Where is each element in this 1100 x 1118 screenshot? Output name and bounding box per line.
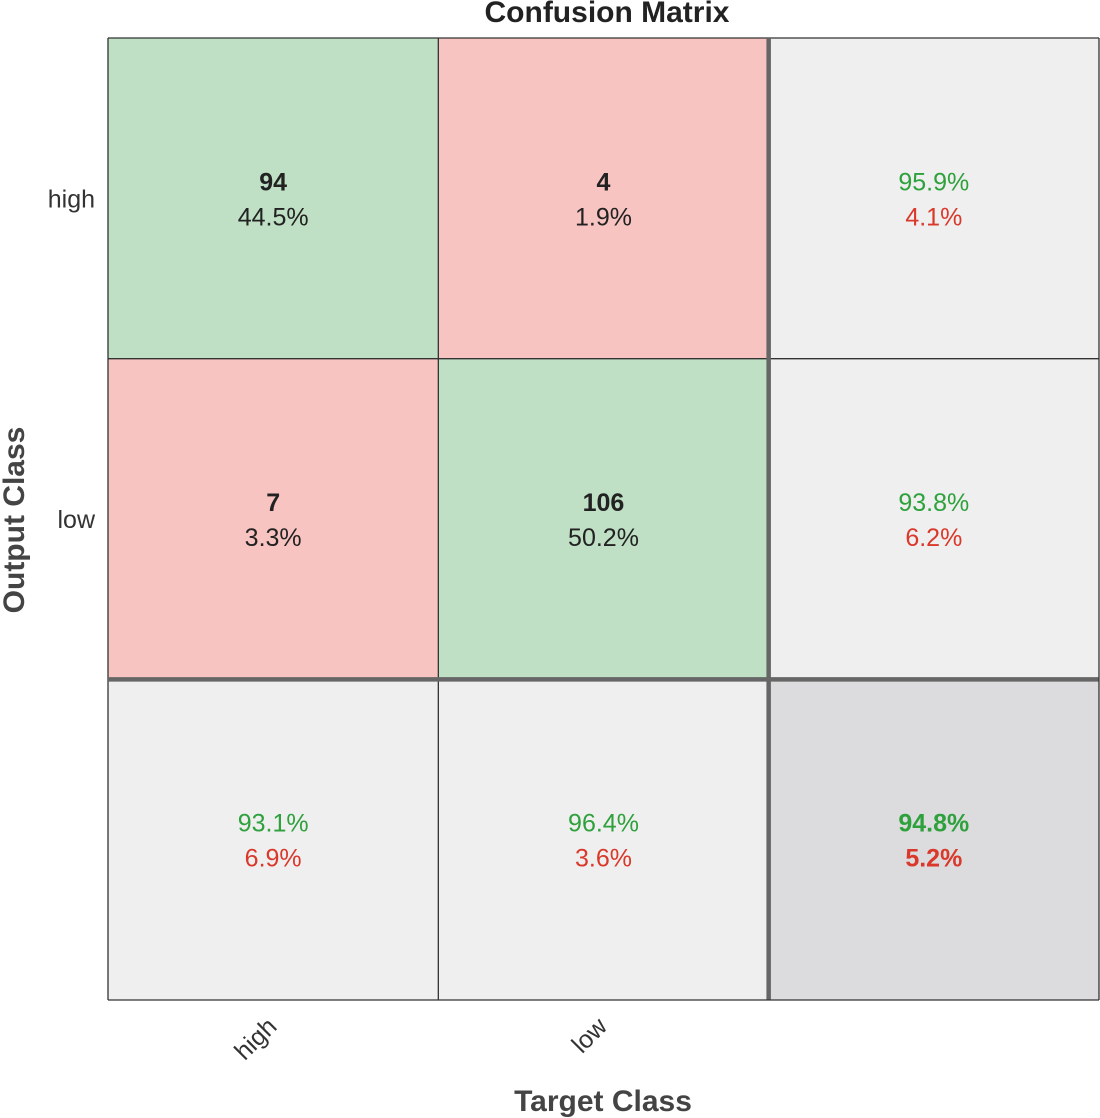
matrix-cell-r0-c1	[438, 38, 769, 359]
matrix-cell-r0-c2	[768, 38, 1099, 359]
x-axis-label: Target Class	[514, 1085, 692, 1118]
cell-count-r0-c0: 94	[259, 168, 287, 196]
x-tick-label-low: low	[566, 1012, 613, 1059]
col-summary-incorrect-1: 3.6%	[575, 845, 632, 873]
matrix-cell-r1-c2	[768, 358, 1099, 680]
y-axis-label: Output Class	[0, 427, 31, 614]
row-summary-incorrect-1: 6.2%	[905, 524, 962, 552]
y-tick-label-low: low	[57, 506, 95, 534]
overall-error: 5.2%	[905, 845, 962, 873]
row-summary-incorrect-0: 4.1%	[905, 203, 962, 231]
matrix-cell-r1-c1	[438, 358, 769, 680]
row-summary-correct-0: 95.9%	[898, 168, 969, 196]
cell-percent-r1-c0: 3.3%	[245, 524, 302, 552]
x-tick-label-high: high	[229, 1012, 282, 1065]
cell-percent-r1-c1: 50.2%	[568, 524, 639, 552]
row-summary-correct-1: 93.8%	[898, 489, 969, 517]
matrix-cell-r1-c0	[108, 358, 439, 680]
cell-percent-r0-c0: 44.5%	[238, 203, 309, 231]
y-tick-label-high: high	[48, 185, 95, 213]
matrix-cell-r2-c0	[108, 679, 439, 1001]
overall-accuracy: 94.8%	[898, 810, 969, 838]
cell-count-r0-c1: 4	[597, 168, 611, 196]
cell-count-r1-c0: 7	[266, 489, 280, 517]
matrix-cells	[108, 38, 1099, 1001]
matrix-labels: 94 44.5% 4 1.9% 95.9% 4.1% 7 3.3% 106 50.2% 93.8% 6…	[238, 168, 970, 872]
grid-lines	[107, 37, 1100, 1001]
matrix-cell-r2-c1	[438, 679, 769, 1001]
chart-title: Confusion Matrix	[485, 0, 730, 29]
cell-count-r1-c1: 106	[583, 489, 625, 517]
matrix-cell-r0-c0	[108, 38, 439, 359]
matrix-cell-r2-c2	[768, 679, 1099, 1001]
col-summary-incorrect-0: 6.9%	[245, 845, 302, 873]
col-summary-correct-0: 93.1%	[238, 810, 309, 838]
col-summary-correct-1: 96.4%	[568, 810, 639, 838]
cell-percent-r0-c1: 1.9%	[575, 203, 632, 231]
